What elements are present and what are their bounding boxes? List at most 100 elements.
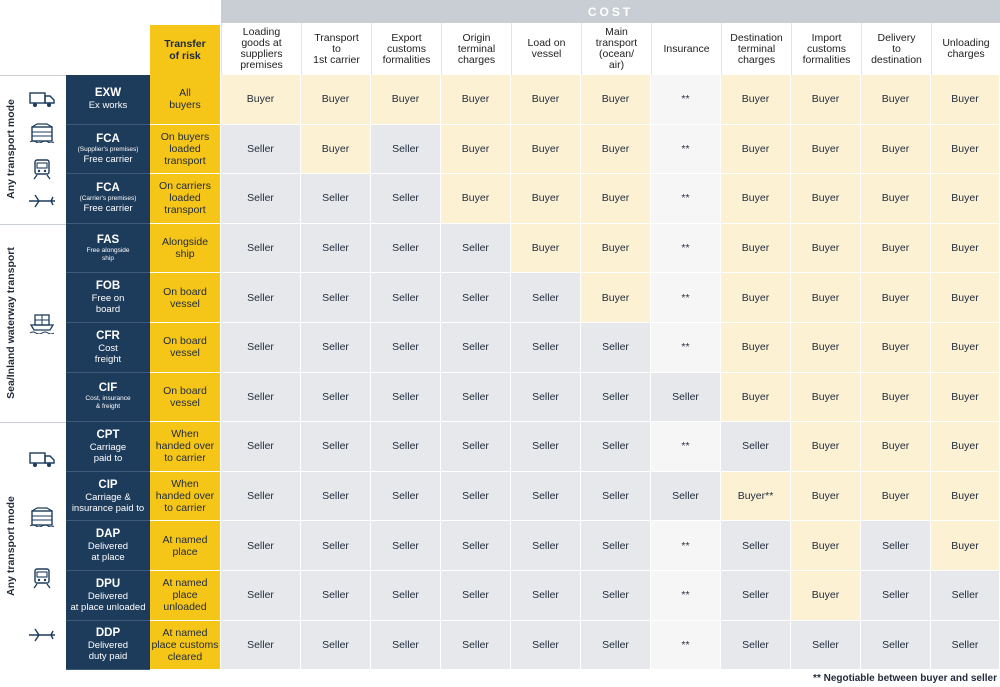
cost-cell: Buyer <box>791 471 861 522</box>
incoterm-cif: CIF Cost, insurance & freight <box>66 372 150 423</box>
cost-cell: Seller <box>931 571 1000 621</box>
cost-cell: Seller <box>861 521 931 571</box>
cost-cell: Seller <box>441 372 511 423</box>
cost-cell: Seller <box>511 422 581 472</box>
column-header: Loading goods at suppliers premises <box>221 23 301 75</box>
cost-banner: COST <box>221 0 1000 23</box>
cost-cell: Seller <box>511 323 581 373</box>
cost-cell: Seller <box>441 620 511 671</box>
transport-group-text: Any transport mode <box>5 496 18 597</box>
transport-group <box>0 75 66 224</box>
transport-group-text: Any transport mode <box>5 99 18 200</box>
incoterm-cpt: CPT Carriage paid to <box>66 422 150 472</box>
incoterm-exw: EXW Ex works <box>66 75 150 125</box>
warehouse-icon <box>29 123 55 144</box>
cost-cell: Buyer <box>301 75 371 125</box>
cost-cell: Seller <box>301 521 371 571</box>
truck-icon <box>29 450 55 468</box>
cost-cell: Seller <box>301 273 371 323</box>
cost-cell: Seller <box>441 521 511 571</box>
cost-cell: Seller <box>221 273 301 323</box>
cost-cell: Seller <box>511 521 581 571</box>
column-header: Transport to 1st carrier <box>301 23 371 75</box>
cost-cell: Seller <box>371 620 441 671</box>
incoterm-subtitle: Cost, insurance & freight <box>85 395 131 411</box>
column-header: Load on vessel <box>511 23 581 75</box>
incoterm-code: CPT <box>96 428 120 441</box>
cost-cell: Seller <box>221 124 301 175</box>
cost-cell: Buyer <box>441 75 511 125</box>
column-header: Main transport (ocean/ air) <box>581 23 651 75</box>
ship-icon <box>29 312 55 334</box>
cost-cell: Buyer <box>581 174 651 224</box>
cost-cell: Seller <box>301 223 371 274</box>
cost-cell: Buyer <box>931 223 1000 274</box>
cost-cell: Buyer <box>791 372 861 423</box>
cost-cell: Seller <box>221 571 301 621</box>
incoterm-code: CIP <box>98 478 118 491</box>
transfer-of-risk-cell: On board vessel <box>150 273 220 323</box>
cost-cell: Seller <box>441 323 511 373</box>
cost-cell: Seller <box>371 571 441 621</box>
cost-cell: Buyer <box>581 75 651 125</box>
cost-cell: Buyer <box>721 223 791 274</box>
footnote: ** Negotiable between buyer and seller <box>813 673 997 684</box>
cost-cell: Seller <box>581 571 651 621</box>
cost-cell: ** <box>651 124 721 175</box>
cost-cell: Seller <box>371 521 441 571</box>
cost-cell: Seller <box>221 422 301 472</box>
warehouse-icon <box>29 507 55 528</box>
cost-cell: Buyer <box>721 75 791 125</box>
column-header: Origin terminal charges <box>441 23 511 75</box>
cost-cell: Buyer <box>791 174 861 224</box>
cost-cell: Seller <box>581 323 651 373</box>
incoterm-name: Free carrier <box>83 203 133 215</box>
incoterm-fca: FCA (Carrier's premises) Free carrier <box>66 174 150 224</box>
incoterm-code: CIF <box>98 382 118 395</box>
incoterm-name: Ex works <box>88 100 128 112</box>
cost-cell: Buyer <box>931 521 1000 571</box>
cost-cell: Seller <box>861 571 931 621</box>
cost-cell: Buyer <box>791 124 861 175</box>
column-header: Insurance <box>651 23 721 75</box>
cost-cell: Seller <box>651 372 721 423</box>
incoterm-name: Delivered at place <box>87 541 129 564</box>
incoterm-dpu: DPU Delivered at place unloaded <box>66 571 150 621</box>
transport-group-text: Sea/Inland waterway transport <box>5 247 17 399</box>
cost-cell: Buyer <box>511 75 581 125</box>
cost-cell: Seller <box>301 323 371 373</box>
cost-cell: Buyer <box>931 372 1000 423</box>
cost-cell: Seller <box>371 273 441 323</box>
cost-cell: Seller <box>721 571 791 621</box>
transport-group-label: Sea/Inland waterway transport <box>0 224 22 422</box>
column-header: Destination terminal charges <box>721 23 791 75</box>
cost-cell: Buyer <box>861 471 931 522</box>
train-icon <box>31 567 53 589</box>
cost-cell: Buyer <box>581 273 651 323</box>
incoterm-name: Delivered at place unloaded <box>70 590 146 613</box>
cost-cell: Seller <box>721 521 791 571</box>
cost-cell: Buyer <box>791 75 861 125</box>
airplane-icon <box>27 194 57 208</box>
cost-cell: Buyer <box>721 124 791 175</box>
cost-cell: ** <box>651 174 721 224</box>
cost-cell: Buyer <box>721 174 791 224</box>
column-header: Unloading charges <box>931 23 1000 75</box>
incoterm-name: Cost freight <box>94 342 122 365</box>
cost-cell: Seller <box>221 620 301 671</box>
cost-cell: Seller <box>221 223 301 274</box>
cost-cell: Buyer <box>511 174 581 224</box>
cost-cell: Buyer <box>861 323 931 373</box>
cost-cell: Seller <box>651 471 721 522</box>
cost-cell: Buyer <box>791 323 861 373</box>
transfer-of-risk-cell: Alongside ship <box>150 223 220 274</box>
transfer-of-risk-cell: On buyers loaded transport <box>150 124 220 175</box>
cost-cell: Seller <box>301 471 371 522</box>
incoterm-code: CFR <box>96 329 120 342</box>
cost-cell: ** <box>651 223 721 274</box>
transport-group-label: Any transport mode <box>0 75 22 224</box>
column-header: Import customs formalities <box>791 23 861 75</box>
transport-icons <box>24 83 60 216</box>
incoterm-subtitle: (Carrier's premises) <box>79 195 137 203</box>
transfer-of-risk-cell: On carriers loaded transport <box>150 174 220 224</box>
